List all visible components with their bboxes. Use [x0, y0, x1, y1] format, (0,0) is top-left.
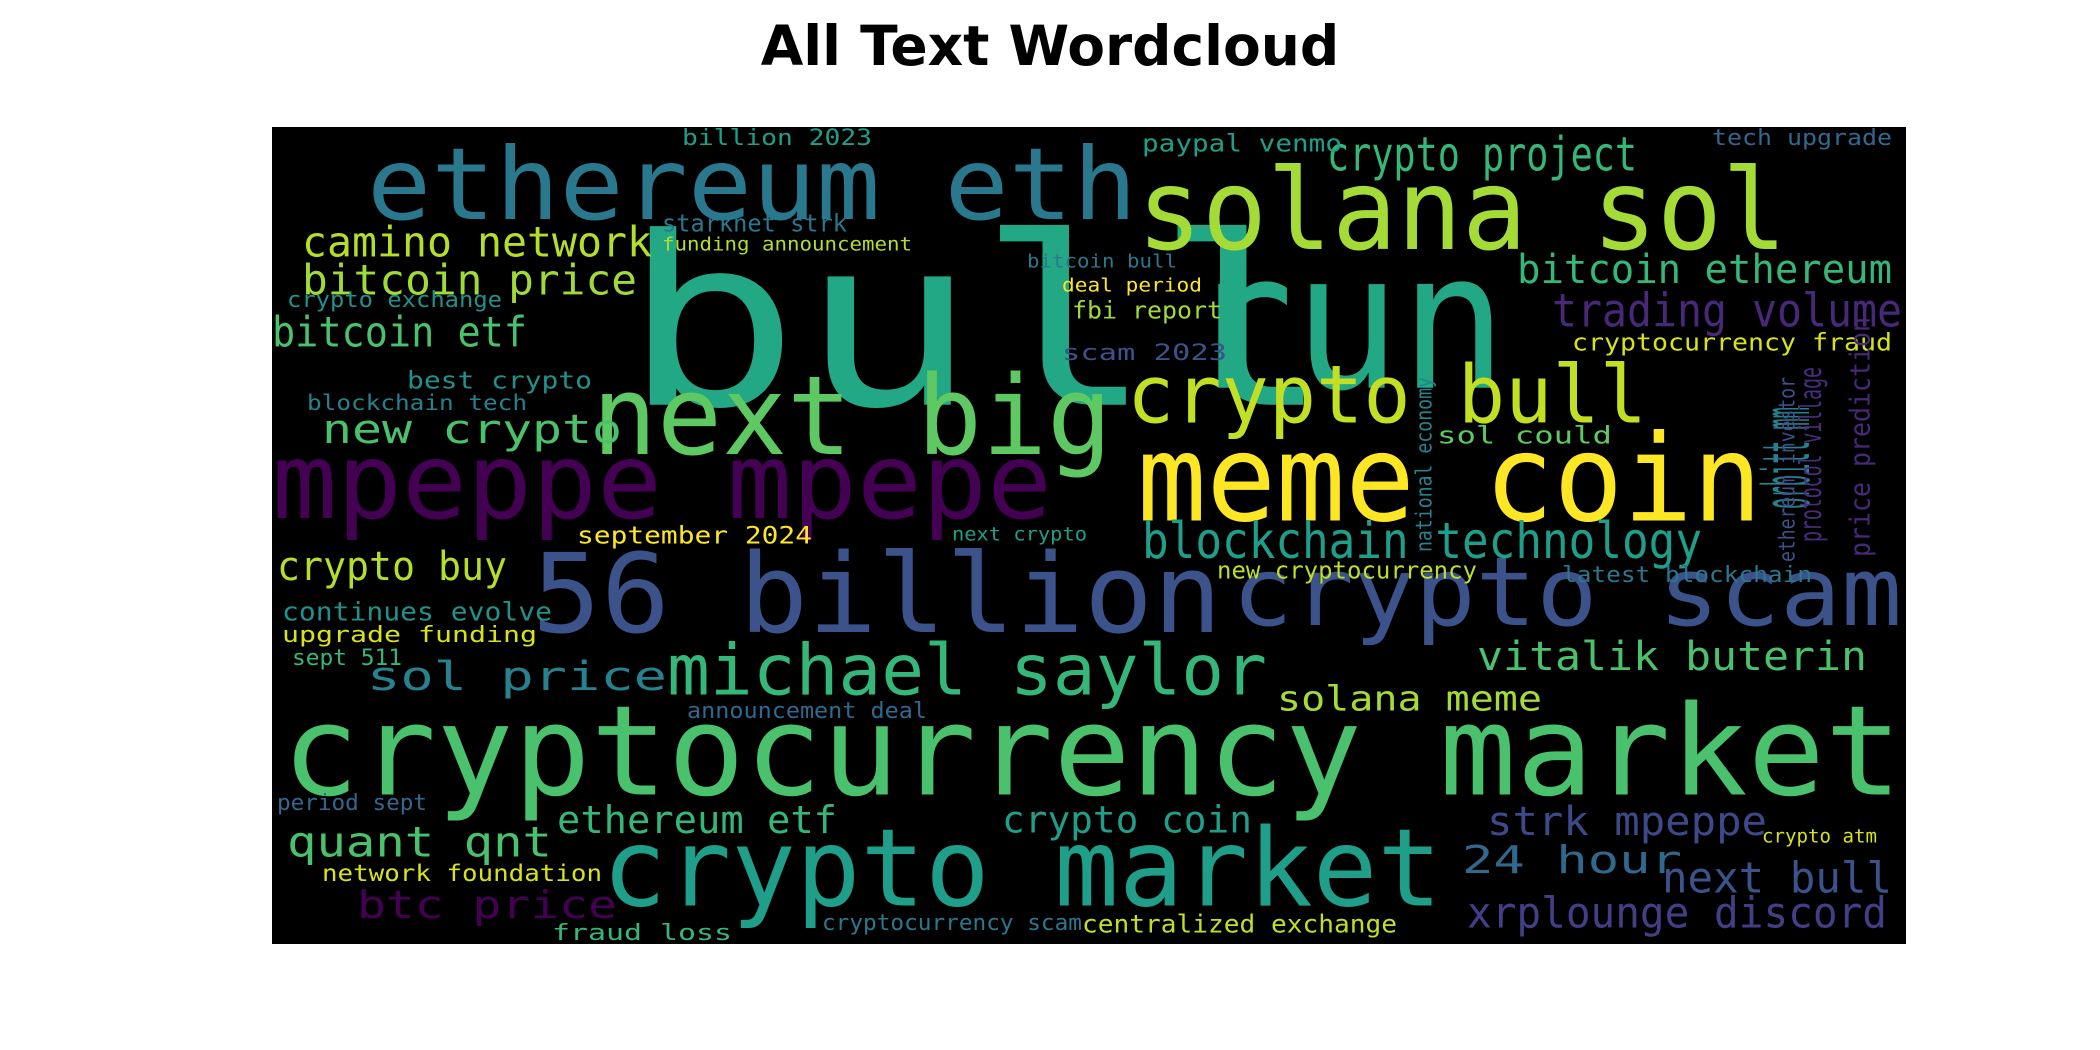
word-sol-could: sol could — [1437, 422, 1612, 450]
word-cryptocurrency-market: cryptocurrency market — [282, 680, 1902, 825]
word-period-sept: period sept — [277, 791, 427, 816]
word-tech-upgrade: tech upgrade — [1712, 127, 1892, 151]
word-billion-2023: billion 2023 — [682, 127, 872, 151]
word-crypto-bull: crypto bull — [1127, 349, 1647, 442]
word-new-crypto: new crypto — [322, 407, 622, 453]
word-trading-volume: trading volume — [1552, 284, 1902, 338]
word-best-crypto: best crypto — [407, 367, 592, 395]
word-network-foundation: network foundation — [322, 861, 602, 887]
word-vitalik-buterin: vitalik buterin — [1477, 634, 1867, 680]
word-starknet-strk: starknet strk — [662, 210, 848, 238]
word-next-crypto: next crypto — [952, 524, 1087, 546]
word-mpeppe-mpepe: mpeppe mpepe — [272, 421, 1052, 543]
word-btc-price: btc price — [357, 883, 617, 927]
word-sept-511: sept 511 — [292, 646, 402, 671]
word-deal-period: deal period — [1062, 275, 1202, 297]
word-bull: bull — [622, 188, 1332, 461]
word-crypto-coin: crypto coin — [1002, 798, 1252, 841]
chart-title: All Text Wordcloud — [760, 14, 1340, 78]
word-crypto-atm: crypto atm — [1762, 826, 1877, 848]
word-crypto-exchange: crypto exchange — [287, 288, 502, 313]
word-centralized-exchange: centralized exchange — [1082, 910, 1397, 939]
word-bitcoin-ethereum: bitcoin ethereum — [1517, 247, 1892, 293]
word-crypto-project: crypto project — [1327, 128, 1637, 183]
word-sol-price: sol price — [367, 654, 667, 700]
word-new-cryptocurrency: new cryptocurrency — [1217, 557, 1477, 585]
word-24-hour: 24 hour — [1462, 838, 1682, 882]
word-56-billion: 56 billion — [532, 530, 1222, 658]
word-latest-blockchain: latest blockchain — [1562, 563, 1812, 588]
word-solana-sol: solana sol — [1137, 146, 1787, 276]
word-ethereum-investor: ethereum investor — [1776, 377, 1801, 562]
word-quant-qnt: quant qnt — [287, 817, 552, 866]
word-funding-announcement: funding announcement — [662, 234, 912, 256]
word-scam-2023: scam 2023 — [1062, 341, 1227, 366]
word-protocol-village: protocol village — [1794, 367, 1829, 542]
word-fbi-report: fbi report — [1072, 297, 1222, 325]
word-orbitt-mm: orbitt mm — [1750, 407, 1825, 509]
word-cryptocurrency-scam: cryptocurrency scam — [822, 911, 1082, 936]
word-solana-meme: solana meme — [1277, 680, 1542, 720]
word-bitcoin-bull: bitcoin bull — [1027, 251, 1177, 273]
word-next-big: next big — [592, 352, 1112, 480]
word-september-2024: september 2024 — [577, 522, 812, 550]
word-bitcoin-etf: bitcoin etf — [272, 307, 527, 356]
word-bitcoin-price: bitcoin price — [302, 255, 637, 304]
word-continues-evolve: continues evolve — [282, 597, 552, 627]
wordcloud: bull run ethereum eth solana sol next big cry… — [272, 127, 1906, 944]
word-meme-coin: meme coin — [1137, 410, 1762, 549]
word-crypto-buy: crypto buy — [277, 544, 507, 590]
word-strk-mpeppe: strk mpeppe — [1487, 799, 1767, 845]
word-blockchain-tech: blockchain tech — [307, 391, 527, 415]
word-run: run — [1187, 212, 1507, 433]
word-ethereum-etf: ethereum etf — [557, 798, 837, 842]
word-cryptocurrency-fraud: cryptocurrency fraud — [1572, 329, 1892, 357]
word-national-economy: national economy — [1413, 377, 1438, 552]
word-blockchain-technology: blockchain technology — [1142, 512, 1702, 570]
word-michael-saylor: michael saylor — [667, 629, 1267, 711]
word-camino-network: camino network — [302, 217, 652, 266]
word-price-prediction: price prediction — [1843, 317, 1876, 557]
word-announcement-deal: announcement deal — [687, 699, 927, 724]
word-xrplounge-discord: xrplounge discord — [1467, 888, 1887, 938]
word-upgrade-funding: upgrade funding — [282, 623, 537, 648]
word-ethereum-eth: ethereum eth — [367, 127, 1137, 243]
word-fraud-loss: fraud loss — [552, 921, 732, 944]
word-crypto-scam: crypto scam — [1232, 538, 1902, 648]
word-paypal-venmo: paypal venmo — [1142, 130, 1342, 158]
word-next-bull: next bull — [1662, 853, 1892, 903]
word-crypto-market: crypto market — [602, 807, 1442, 932]
